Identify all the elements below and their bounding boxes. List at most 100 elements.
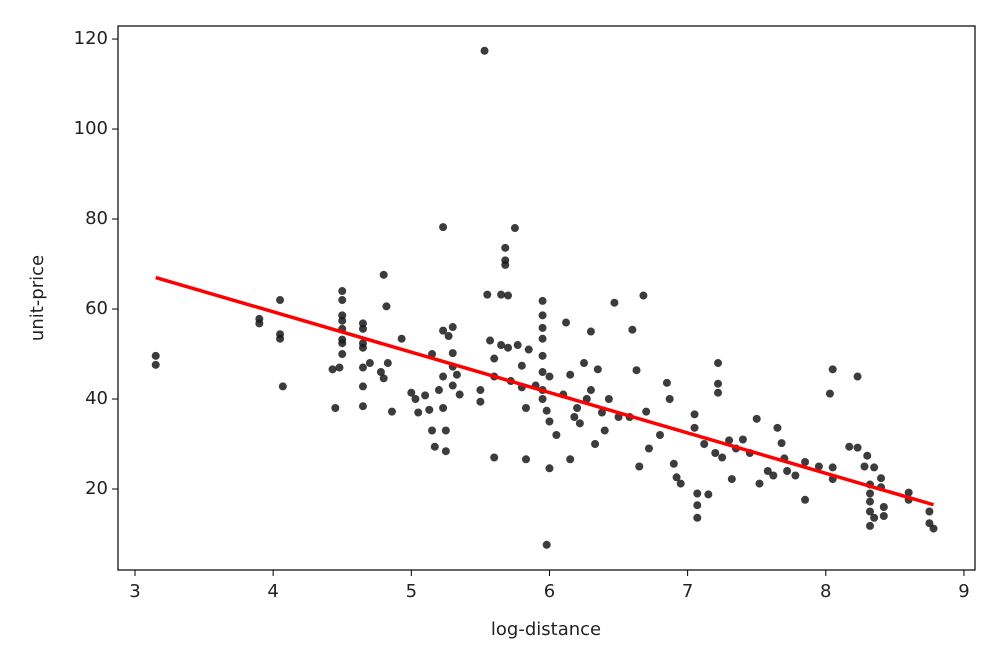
point: [421, 391, 430, 400]
point: [428, 426, 437, 435]
point: [655, 431, 664, 440]
point: [591, 440, 600, 449]
point: [925, 519, 934, 528]
point: [700, 440, 709, 449]
point: [276, 296, 285, 305]
point: [632, 366, 641, 375]
point: [600, 426, 609, 435]
point: [773, 423, 782, 432]
point: [338, 316, 347, 325]
point: [524, 345, 533, 354]
point: [672, 473, 681, 482]
point: [644, 444, 653, 453]
point: [566, 370, 575, 379]
point: [562, 318, 571, 327]
point: [365, 359, 374, 368]
point: [860, 462, 869, 471]
point: [870, 513, 879, 522]
y-tick-label: 40: [85, 388, 108, 409]
point: [690, 423, 699, 432]
point: [573, 404, 582, 413]
point: [865, 497, 874, 506]
point: [704, 490, 713, 499]
x-axis-label: log-distance: [491, 619, 601, 640]
point: [486, 336, 495, 345]
point: [452, 370, 461, 379]
point: [711, 449, 720, 458]
y-axis-label: unit-price: [27, 255, 48, 341]
point: [669, 459, 678, 468]
point: [538, 311, 547, 320]
point: [517, 361, 526, 370]
point: [714, 359, 723, 368]
point: [755, 479, 764, 488]
point: [448, 381, 457, 390]
point: [879, 503, 888, 512]
point: [331, 404, 340, 413]
point: [328, 365, 337, 374]
point: [738, 435, 747, 444]
point: [769, 471, 778, 480]
point: [853, 443, 862, 452]
point: [407, 388, 416, 397]
point: [521, 455, 530, 464]
point: [151, 351, 160, 360]
point: [570, 413, 579, 422]
x-tick-label: 6: [544, 581, 555, 602]
point: [379, 270, 388, 279]
point: [727, 475, 736, 484]
point: [338, 287, 347, 296]
point: [582, 395, 591, 404]
point: [725, 436, 734, 445]
point: [483, 290, 492, 299]
point: [276, 334, 285, 343]
point: [865, 507, 874, 516]
point: [338, 339, 347, 348]
point: [542, 406, 551, 415]
point: [639, 291, 648, 300]
point: [338, 296, 347, 305]
point: [635, 462, 644, 471]
point: [278, 382, 287, 391]
point: [714, 379, 723, 388]
point: [604, 395, 613, 404]
point: [490, 354, 499, 363]
point: [870, 463, 879, 472]
point: [586, 327, 595, 336]
point: [690, 410, 699, 419]
point: [476, 386, 485, 395]
point: [439, 372, 448, 381]
point: [828, 365, 837, 374]
y-tick-label: 100: [74, 118, 108, 139]
point: [877, 474, 886, 483]
point: [151, 360, 160, 369]
point: [865, 489, 874, 498]
point: [439, 223, 448, 232]
x-tick-label: 5: [406, 581, 417, 602]
point: [714, 388, 723, 397]
y-tick-label: 60: [85, 298, 108, 319]
point: [783, 467, 792, 476]
point: [718, 453, 727, 462]
point: [501, 243, 510, 252]
point: [825, 389, 834, 398]
point: [693, 489, 702, 498]
point: [665, 395, 674, 404]
y-tick-label: 120: [74, 28, 108, 49]
point: [397, 334, 406, 343]
point: [538, 395, 547, 404]
point: [538, 296, 547, 305]
point: [387, 407, 396, 416]
point: [338, 350, 347, 359]
point: [845, 442, 854, 451]
point: [441, 447, 450, 456]
point: [439, 326, 448, 335]
point: [521, 404, 530, 413]
point: [510, 224, 519, 233]
point: [504, 291, 513, 300]
x-tick-label: 9: [958, 581, 969, 602]
point: [497, 290, 506, 299]
point: [929, 524, 938, 533]
point: [538, 323, 547, 332]
point: [925, 507, 934, 516]
